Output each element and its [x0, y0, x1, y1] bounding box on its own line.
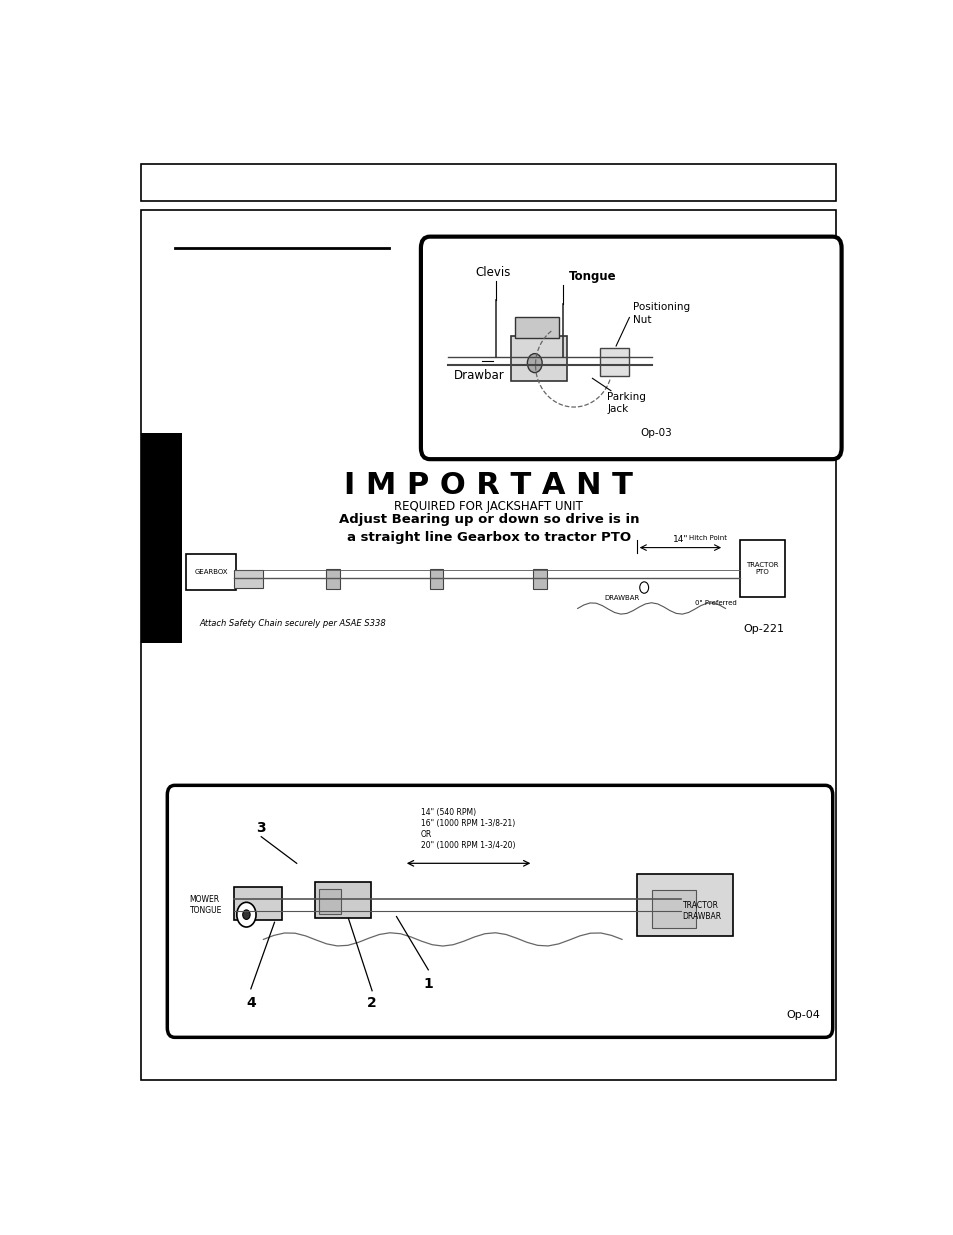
FancyBboxPatch shape	[420, 237, 841, 459]
Bar	[533, 568, 546, 589]
Text: Adjust Bearing up or down so drive is in
a straight line Gearbox to tractor PTO: Adjust Bearing up or down so drive is in…	[338, 513, 639, 545]
Bar	[141, 164, 836, 200]
Bar	[515, 317, 558, 338]
Text: Op-221: Op-221	[743, 624, 783, 634]
Circle shape	[527, 353, 541, 373]
FancyBboxPatch shape	[167, 785, 832, 1037]
Text: Op-03: Op-03	[639, 429, 672, 438]
Circle shape	[639, 582, 648, 593]
Text: 14": 14"	[672, 535, 687, 543]
Text: TRACTOR
PTO: TRACTOR PTO	[745, 562, 778, 576]
Text: Hitch Point: Hitch Point	[688, 535, 726, 541]
Text: Tongue: Tongue	[568, 270, 616, 283]
Bar	[429, 568, 442, 589]
Bar	[637, 874, 732, 936]
Text: DRAWBAR: DRAWBAR	[604, 595, 639, 601]
Bar	[314, 882, 370, 919]
Bar	[318, 889, 341, 914]
Text: Clevis: Clevis	[475, 267, 510, 279]
Text: 14" (540 RPM)
16" (1000 RPM 1-3/8-21)
OR
20" (1000 RPM 1-3/4-20): 14" (540 RPM) 16" (1000 RPM 1-3/8-21) OR…	[420, 808, 515, 850]
Text: I M P O R T A N T: I M P O R T A N T	[344, 472, 633, 500]
Text: Parking
Jack: Parking Jack	[606, 391, 645, 414]
Bar	[599, 348, 629, 377]
Text: Attach Safety Chain securely per ASAE S338: Attach Safety Chain securely per ASAE S3…	[199, 619, 385, 627]
Bar	[186, 555, 235, 590]
Text: 4: 4	[246, 997, 255, 1010]
Bar	[233, 571, 263, 588]
Text: GEARBOX: GEARBOX	[194, 569, 228, 576]
Text: REQUIRED FOR JACKSHAFT UNIT: REQUIRED FOR JACKSHAFT UNIT	[395, 500, 582, 514]
Bar	[511, 336, 566, 382]
Text: 0" Preferred: 0" Preferred	[694, 600, 736, 606]
Bar	[651, 890, 695, 927]
Circle shape	[236, 903, 255, 927]
Bar	[740, 540, 783, 597]
Text: MOWER
TONGUE: MOWER TONGUE	[190, 895, 222, 915]
Text: TRACTOR
DRAWBAR: TRACTOR DRAWBAR	[682, 900, 721, 921]
Text: Positioning
Nut: Positioning Nut	[633, 303, 690, 325]
Text: Op-04: Op-04	[785, 1010, 820, 1020]
Bar	[233, 887, 282, 920]
Text: 3: 3	[256, 821, 266, 835]
Bar	[141, 433, 182, 642]
Circle shape	[242, 910, 250, 919]
Text: 1: 1	[423, 977, 433, 992]
Text: Drawbar: Drawbar	[453, 369, 503, 382]
Text: 2: 2	[367, 997, 376, 1010]
Bar	[326, 568, 339, 589]
